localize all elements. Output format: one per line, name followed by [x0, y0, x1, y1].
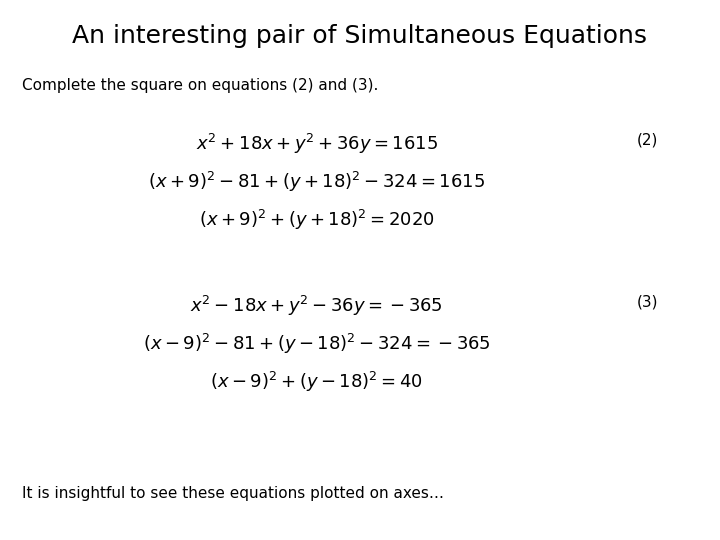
Text: (2): (2): [637, 132, 659, 147]
Text: $(x - 9)^2 - 81 + (y - 18)^2 - 324 = -365$: $(x - 9)^2 - 81 + (y - 18)^2 - 324 = -36…: [143, 332, 491, 356]
Text: $(x + 9)^2 - 81 + (y + 18)^2 - 324 = 1615$: $(x + 9)^2 - 81 + (y + 18)^2 - 324 = 161…: [148, 170, 485, 194]
Text: (3): (3): [637, 294, 659, 309]
Text: $x^2 + 18x + y^2 + 36y = 1615$: $x^2 + 18x + y^2 + 36y = 1615$: [196, 132, 438, 157]
Text: $(x + 9)^2 + (y + 18)^2 = 2020$: $(x + 9)^2 + (y + 18)^2 = 2020$: [199, 208, 435, 232]
Text: $x^2 - 18x + y^2 - 36y = -365$: $x^2 - 18x + y^2 - 36y = -365$: [190, 294, 444, 319]
Text: An interesting pair of Simultaneous Equations: An interesting pair of Simultaneous Equa…: [73, 24, 647, 48]
Text: It is insightful to see these equations plotted on axes…: It is insightful to see these equations …: [22, 486, 444, 501]
Text: $(x - 9)^2 + (y - 18)^2 = 40$: $(x - 9)^2 + (y - 18)^2 = 40$: [210, 370, 423, 394]
Text: Complete the square on equations (2) and (3).: Complete the square on equations (2) and…: [22, 78, 378, 93]
